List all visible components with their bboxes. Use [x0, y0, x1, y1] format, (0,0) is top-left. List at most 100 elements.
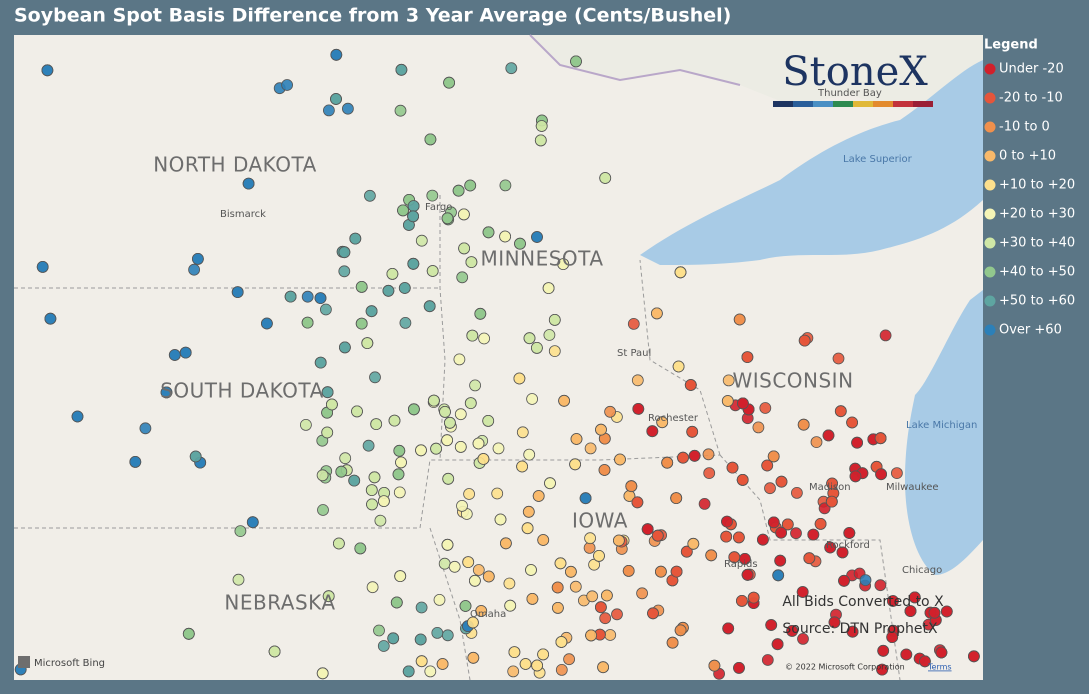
location-dot [41, 64, 54, 77]
location-dot [322, 104, 335, 117]
location-dot [798, 334, 811, 347]
attribution: Microsoft Bing [34, 658, 105, 669]
location-dot [543, 329, 556, 341]
state-borders [14, 195, 901, 681]
location-dot [462, 556, 475, 568]
location-dot [338, 265, 351, 278]
location-dot [548, 313, 561, 326]
location-dot [810, 436, 823, 449]
location-dot [790, 527, 802, 540]
location-dot [386, 267, 399, 280]
location-dot [472, 437, 485, 450]
location-dot [441, 434, 454, 447]
location-dot [456, 271, 469, 284]
location-dot [441, 212, 454, 225]
location-dot [765, 619, 778, 631]
location-dot [182, 627, 195, 640]
location-dot [458, 242, 471, 255]
legend-label: 0 to +10 [999, 149, 1056, 164]
location-dot [374, 514, 387, 527]
location-dot [838, 574, 850, 587]
legend-swatch [984, 295, 996, 307]
legend-swatch [984, 63, 996, 75]
location-dot [728, 551, 741, 564]
location-dot [826, 477, 838, 490]
location-dot [523, 332, 536, 345]
location-dot [759, 402, 772, 414]
location-dot [330, 93, 342, 105]
location-dot [516, 460, 528, 473]
location-dot [531, 659, 543, 672]
location-dot [492, 442, 505, 455]
location-dot [242, 177, 255, 190]
location-dot [355, 280, 368, 293]
location-dot [377, 640, 390, 652]
location-dot [555, 664, 568, 676]
location-dot [736, 473, 749, 486]
location-dot [636, 587, 648, 600]
location-dot [599, 172, 612, 184]
city-label: St Paul [617, 348, 651, 359]
water-label: Lake Michigan [906, 420, 977, 431]
location-dot [430, 442, 443, 455]
location-dot [373, 624, 385, 637]
location-dot [655, 565, 667, 578]
location-dot [355, 317, 368, 330]
location-dot [552, 602, 564, 614]
location-dot [508, 646, 521, 658]
location-dot [330, 48, 343, 61]
location-dot [516, 426, 529, 439]
location-dot [482, 570, 495, 583]
location-dot [370, 418, 383, 431]
location-dot [433, 594, 446, 606]
location-dot [720, 530, 733, 543]
legend-swatch [984, 237, 996, 249]
location-dot [595, 601, 607, 614]
location-dot [558, 394, 570, 407]
location-dot [721, 515, 733, 528]
location-dot [426, 265, 439, 277]
dots [14, 48, 980, 680]
location-dot [627, 317, 640, 330]
legend-label: -20 to -10 [999, 91, 1063, 106]
legend-swatch [984, 92, 996, 104]
location-dot [651, 529, 664, 542]
location-dot [687, 537, 700, 550]
location-dot [686, 425, 699, 438]
location-dot [390, 596, 403, 609]
location-dot [407, 257, 420, 270]
location-dot [335, 465, 348, 478]
city-label: Milwaukee [886, 482, 939, 493]
location-dot [579, 492, 592, 505]
location-dot [316, 469, 329, 482]
location-dot [513, 372, 526, 385]
city-label: Madison [809, 482, 851, 493]
location-dot [814, 518, 827, 530]
location-dot [859, 574, 872, 586]
location-dot [703, 467, 716, 480]
location-dot [555, 636, 568, 648]
location-dot [414, 633, 427, 646]
location-dot [677, 451, 689, 464]
location-dot [761, 459, 774, 472]
location-dot [656, 416, 669, 429]
legend-swatch [984, 266, 996, 278]
location-dot [661, 456, 674, 469]
location-dot [464, 397, 477, 410]
legend-swatch [984, 121, 996, 133]
legend-label: +50 to +60 [999, 294, 1075, 309]
location-dot [604, 629, 617, 641]
location-dot [825, 495, 838, 508]
location-dot [456, 499, 468, 512]
terms-link[interactable]: Terms [927, 663, 952, 672]
location-dot [466, 329, 479, 342]
location-dot [531, 341, 543, 354]
location-dot [535, 120, 548, 132]
location-dot [904, 605, 917, 617]
state-label: SOUTH DAKOTA [160, 379, 324, 403]
location-dot [454, 408, 467, 421]
location-dot [599, 612, 612, 625]
location-dot [767, 450, 780, 463]
state-label: NEBRASKA [224, 591, 335, 615]
